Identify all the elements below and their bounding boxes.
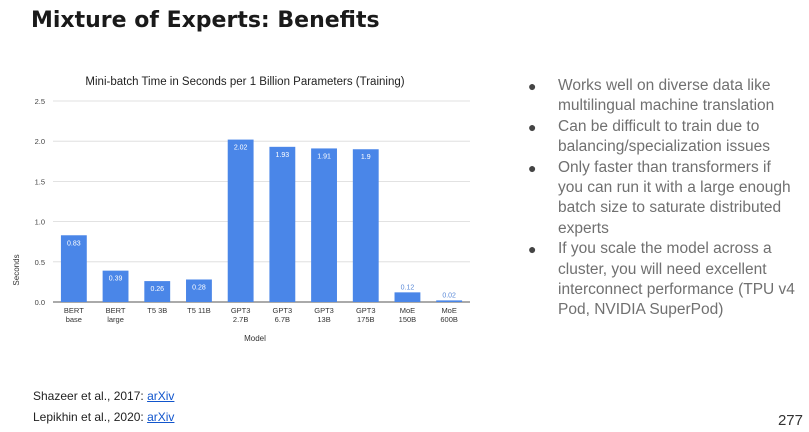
bar-value-label: 0.39	[109, 276, 123, 283]
x-tick-label: 150B	[399, 315, 417, 324]
y-axis-label: Seconds	[12, 254, 21, 285]
y-tick-label: 1.0	[35, 218, 45, 227]
y-tick-label: 2.5	[35, 97, 45, 106]
reference-item: Lepikhin et al., 2020: arXiv	[33, 410, 174, 431]
x-tick-label: MoE	[400, 306, 415, 315]
bar	[269, 146, 296, 302]
x-tick-label: BERT	[64, 306, 84, 315]
bullet-item: ● Works well on diverse data like multil…	[528, 76, 798, 117]
x-axis-label: Model	[244, 334, 266, 343]
bullet-icon: ●	[528, 159, 537, 176]
y-tick-label: 0.0	[35, 298, 45, 307]
reference-text: Lepikhin et al., 2020:	[33, 410, 148, 424]
chart-title: Mini-batch Time in Seconds per 1 Billion…	[85, 76, 404, 88]
bar	[186, 279, 212, 302]
x-tick-label: GPT3	[273, 306, 293, 315]
references: Shazeer et al., 2017: arXiv Lepikhin et …	[33, 389, 174, 431]
bullet-item: ● If you scale the model across a cluste…	[528, 239, 798, 321]
bar	[144, 281, 171, 302]
bullet-text: Can be difficult to train due to balanci…	[558, 117, 770, 156]
reference-link-arxiv[interactable]: arXiv	[147, 410, 175, 424]
bar-chart-svg: Mini-batch Time in Seconds per 1 Billion…	[12, 76, 470, 343]
x-tick-label: 600B	[440, 315, 458, 324]
x-tick-label: 175B	[357, 315, 375, 324]
bar	[227, 139, 254, 302]
reference-item: Shazeer et al., 2017: arXiv	[33, 389, 174, 410]
bullet-text: If you scale the model across a cluster,…	[558, 240, 795, 319]
bar	[436, 300, 463, 302]
x-tick-label: base	[66, 315, 82, 324]
x-tick-label: MoE	[441, 306, 456, 315]
x-tick-label: BERT	[106, 306, 126, 315]
x-tick-label: 2.7B	[233, 315, 248, 324]
bullet-icon: ●	[528, 241, 537, 258]
bar	[60, 235, 87, 302]
bar-value-label: 1.91	[317, 153, 331, 160]
bar-value-label: 2.02	[234, 145, 248, 152]
y-tick-label: 0.5	[35, 258, 45, 267]
bullet-item: ● Can be difficult to train due to balan…	[528, 117, 798, 158]
bullet-text: Only faster than transformers if you can…	[558, 158, 791, 237]
x-tick-label: 13B	[317, 315, 330, 324]
bar-value-label: 0.02	[442, 292, 456, 299]
bar-value-label: 1.93	[276, 152, 290, 159]
chart: Mini-batch Time in Seconds per 1 Billion…	[0, 60, 490, 360]
bar	[102, 270, 129, 302]
x-tick-label: GPT3	[314, 306, 334, 315]
page-number: 277	[777, 412, 803, 429]
reference-text: Shazeer et al., 2017:	[33, 389, 148, 403]
bar	[311, 148, 337, 302]
bar-value-label: 1.9	[361, 154, 371, 161]
bar-value-label: 0.83	[67, 240, 81, 247]
bullet-icon: ●	[528, 118, 537, 135]
x-tick-label: GPT3	[356, 306, 376, 315]
bullet-item: ● Only faster than transformers if you c…	[528, 158, 798, 240]
bullet-icon: ●	[528, 78, 537, 94]
bar	[394, 292, 421, 302]
x-tick-label: 6.7B	[275, 315, 290, 324]
bar-value-label: 0.12	[401, 284, 415, 291]
bar-value-label: 0.26	[150, 286, 164, 293]
slide-title: Mixture of Experts: Benefits	[31, 8, 380, 33]
bar	[352, 149, 379, 302]
y-tick-label: 1.5	[35, 177, 45, 186]
bar-value-label: 0.28	[192, 284, 206, 291]
bullet-list: ● Works well on diverse data like multil…	[528, 76, 798, 321]
reference-link-arxiv[interactable]: arXiv	[147, 389, 175, 403]
x-tick-label: T5 11B	[187, 306, 211, 315]
x-tick-label: large	[107, 315, 124, 324]
x-tick-label: T5 3B	[147, 306, 167, 315]
y-tick-label: 2.0	[35, 137, 45, 146]
x-tick-label: GPT3	[231, 306, 251, 315]
bullet-text: Works well on diverse data like multilin…	[558, 77, 775, 115]
